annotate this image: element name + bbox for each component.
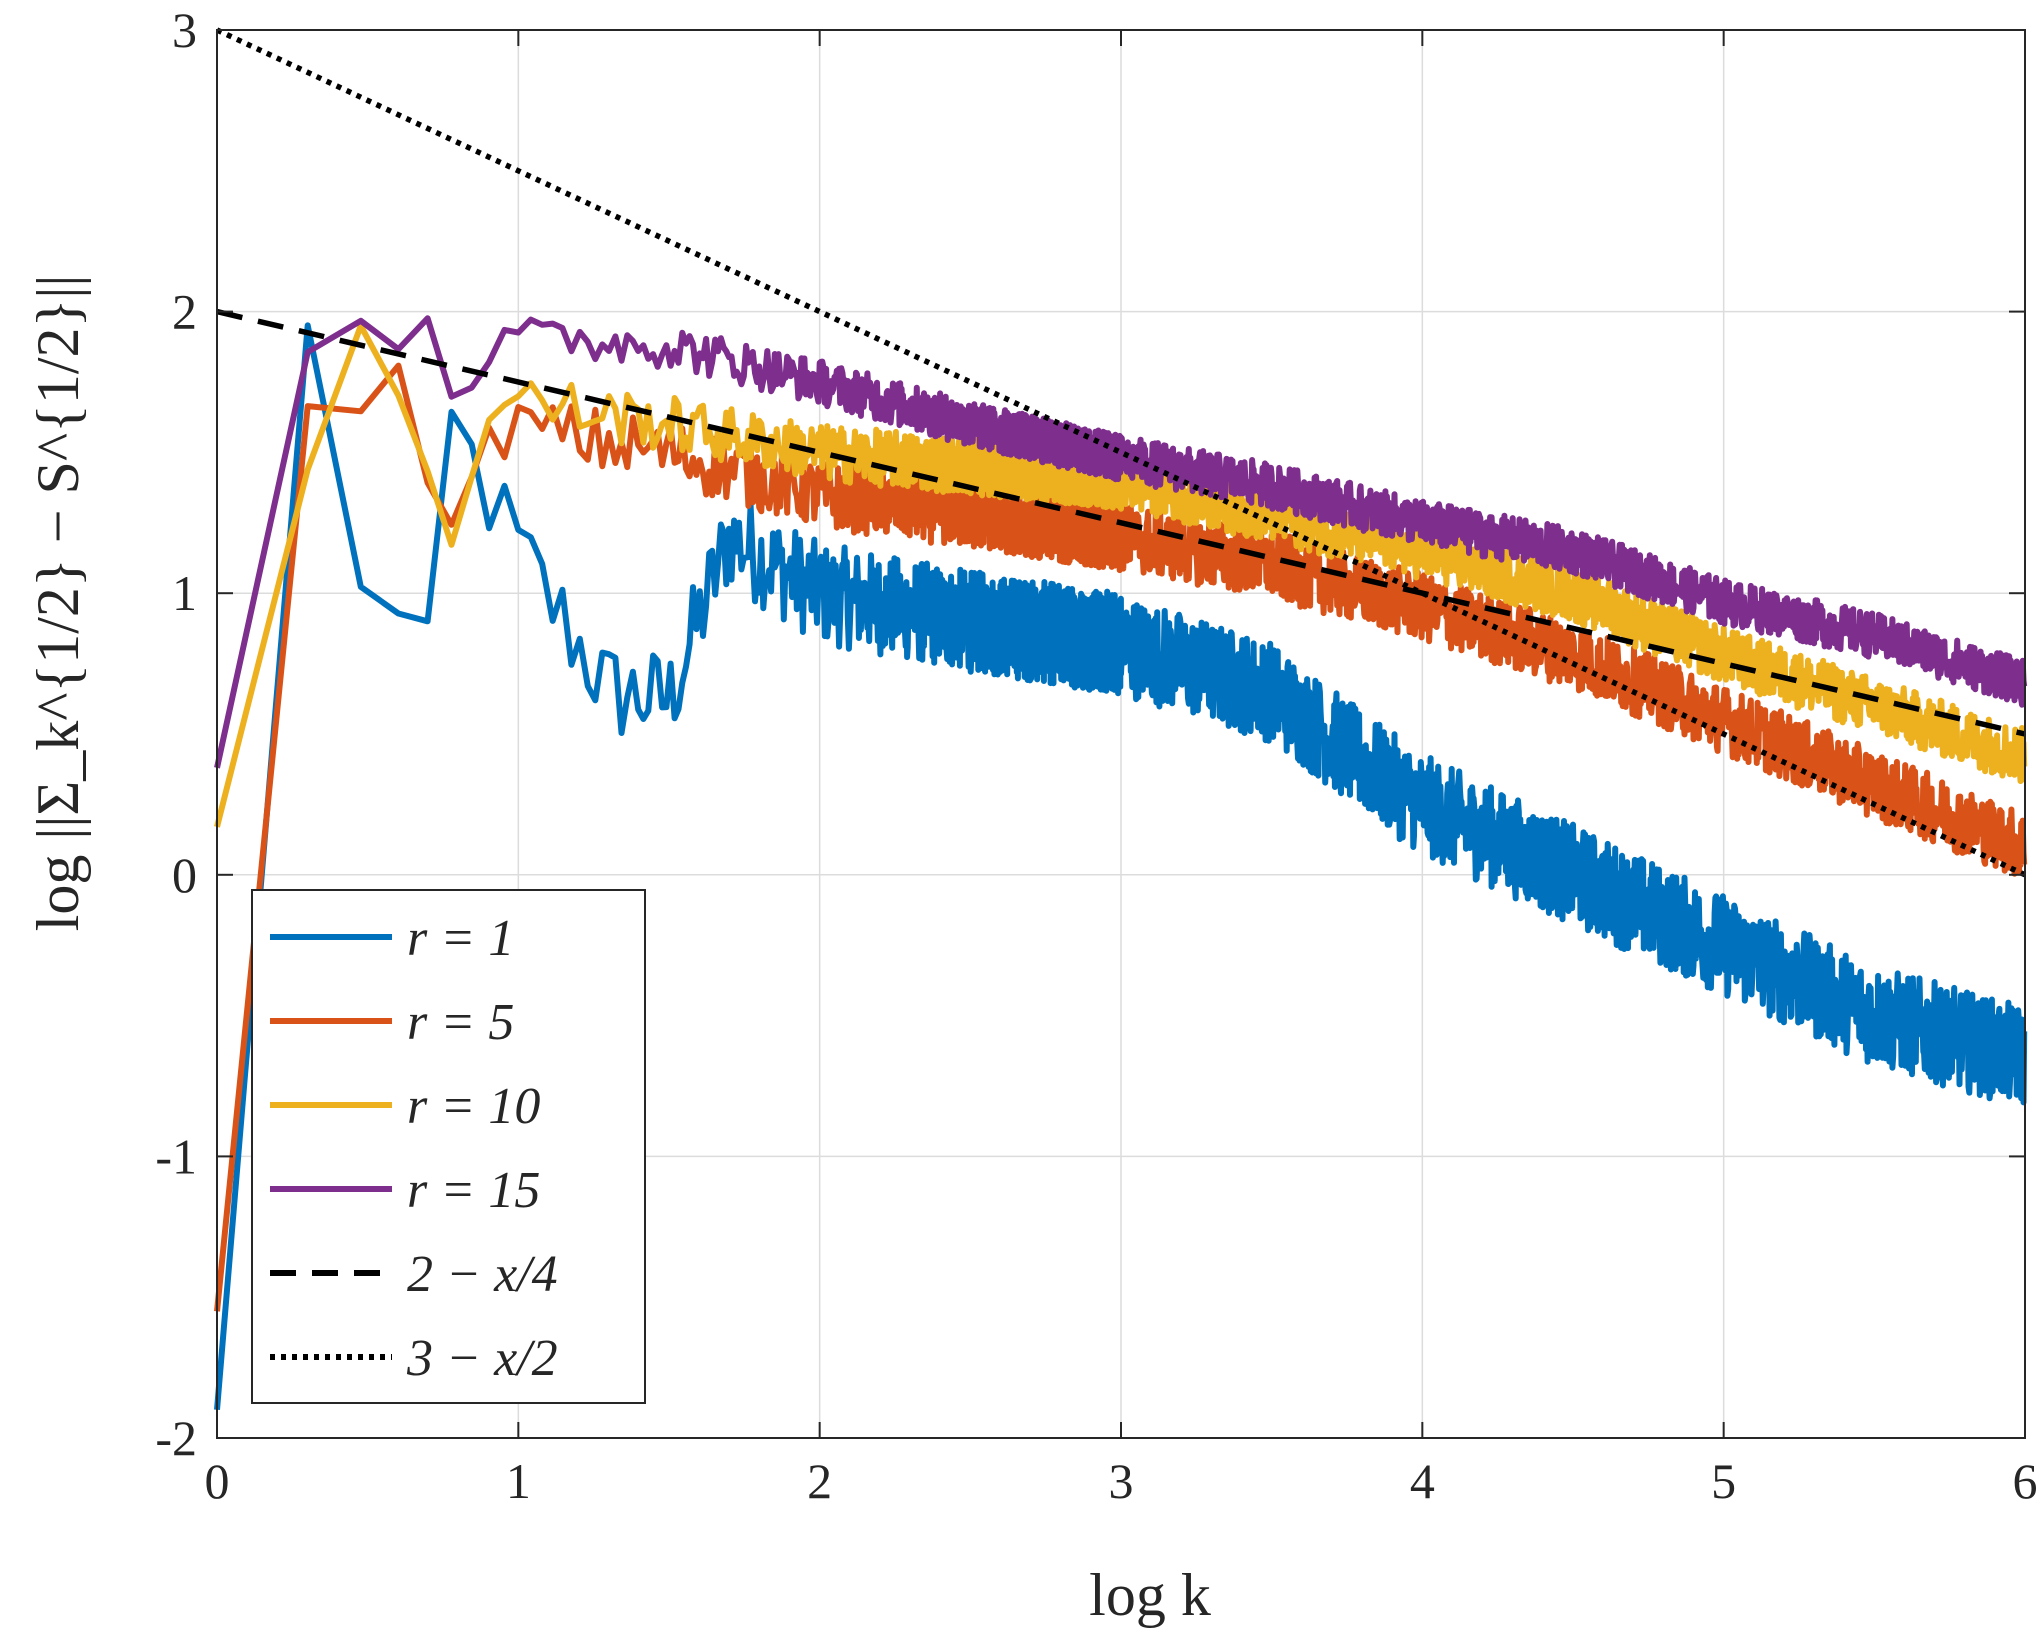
legend-label: r = 5	[407, 994, 514, 1051]
x-tick-label: 5	[1711, 1453, 1736, 1509]
series-3-x-2	[215, 27, 2027, 878]
axes	[216, 29, 2026, 1439]
x-tick-label: 1	[506, 1453, 531, 1509]
y-tick-label: -1	[155, 1128, 197, 1184]
tick-labels: 0 1 2 3 4 5 6 -2 -1 0 1 2 3	[155, 2, 2037, 1509]
y-tick-label: -2	[155, 1410, 197, 1466]
series-r-10	[214, 322, 2028, 828]
x-tick-label: 4	[1410, 1453, 1435, 1509]
legend-box	[251, 889, 646, 1404]
x-tick-label: 2	[807, 1453, 832, 1509]
x-tick-label: 6	[2013, 1453, 2038, 1509]
x-tick-label: 0	[205, 1453, 230, 1509]
legend-label: r = 15	[407, 1162, 540, 1219]
series-r-5	[214, 362, 2028, 1312]
y-tick-label: 1	[172, 565, 197, 621]
y-axis-label: log ||Σ_k^{1/2} − S^{1/2}||	[25, 275, 91, 932]
series-r-1	[214, 322, 2028, 1411]
x-axis-label: log k	[1089, 1562, 1211, 1628]
y-tick-label: 2	[172, 284, 197, 340]
x-tick-label: 3	[1109, 1453, 1134, 1509]
legend: r = 1 r = 5 r = 10 r = 15 2 − x/4 3 − x/2	[251, 889, 646, 1404]
legend-label: r = 10	[407, 1078, 540, 1135]
series-r-15	[214, 315, 2028, 769]
legend-label: r = 1	[407, 910, 514, 967]
legend-label: 3 − x/2	[406, 1330, 558, 1387]
legend-label: 2 − x/4	[407, 1246, 558, 1303]
y-tick-label: 3	[172, 2, 197, 58]
y-tick-label: 0	[172, 847, 197, 903]
series-2-x-4	[216, 308, 2026, 737]
series-lines	[214, 27, 2028, 1411]
